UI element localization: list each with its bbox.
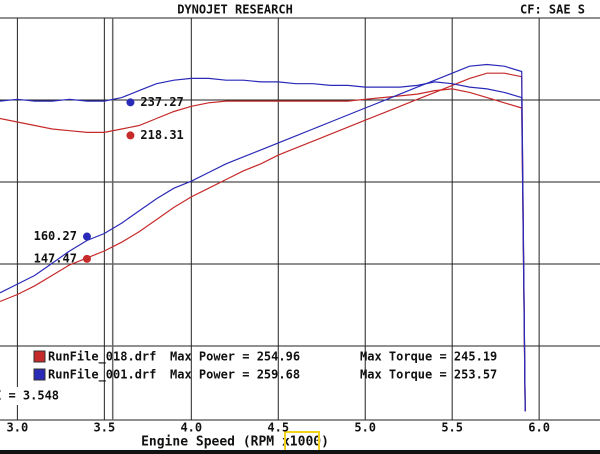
marker-dot bbox=[126, 131, 135, 140]
power-line bbox=[0, 63, 526, 412]
legend-max-power: Max Power = 259.68 bbox=[170, 368, 300, 382]
marker-label: 160.27 bbox=[34, 229, 77, 243]
legend-name: RunFile_001.drf bbox=[48, 368, 156, 383]
legend-max-power: Max Power = 254.96 bbox=[170, 350, 300, 364]
legend-swatch bbox=[33, 368, 46, 381]
highlight-box bbox=[284, 431, 320, 454]
x-tick-label: 4.0 bbox=[180, 421, 202, 435]
x-tick-label: 4.5 bbox=[267, 421, 289, 435]
cursor-label: X = 3.548 bbox=[0, 389, 59, 403]
legend-swatch bbox=[33, 350, 46, 363]
torque-line bbox=[0, 77, 526, 412]
x-axis-title: Engine Speed (RPM x1000) bbox=[141, 435, 329, 450]
legend-max-torque: Max Torque = 253.57 bbox=[360, 368, 497, 382]
x-tick-label: 5.5 bbox=[441, 421, 463, 435]
marker-label: 218.31 bbox=[140, 128, 183, 142]
marker-label: 147.47 bbox=[34, 251, 77, 265]
torque-line bbox=[0, 88, 526, 412]
bottom-bar bbox=[0, 450, 600, 454]
corner-text: CF: SAE S bbox=[520, 3, 585, 17]
cursor-label-box bbox=[0, 387, 74, 405]
marker-dot bbox=[82, 232, 91, 241]
x-tick-label: 5.0 bbox=[354, 421, 376, 435]
chart-title: DYNOJET RESEARCH bbox=[177, 3, 293, 17]
x-tick-label: 3.5 bbox=[94, 421, 116, 435]
x-tick-label: 3.0 bbox=[7, 421, 29, 435]
marker-dot bbox=[82, 254, 91, 263]
legend-name: RunFile_018.drf bbox=[48, 350, 156, 365]
legend-max-torque: Max Torque = 245.19 bbox=[360, 350, 497, 364]
marker-dot bbox=[126, 98, 135, 107]
x-tick-label: 6.0 bbox=[528, 421, 550, 435]
h-grid bbox=[0, 17, 600, 421]
marker-label: 237.27 bbox=[140, 95, 183, 109]
